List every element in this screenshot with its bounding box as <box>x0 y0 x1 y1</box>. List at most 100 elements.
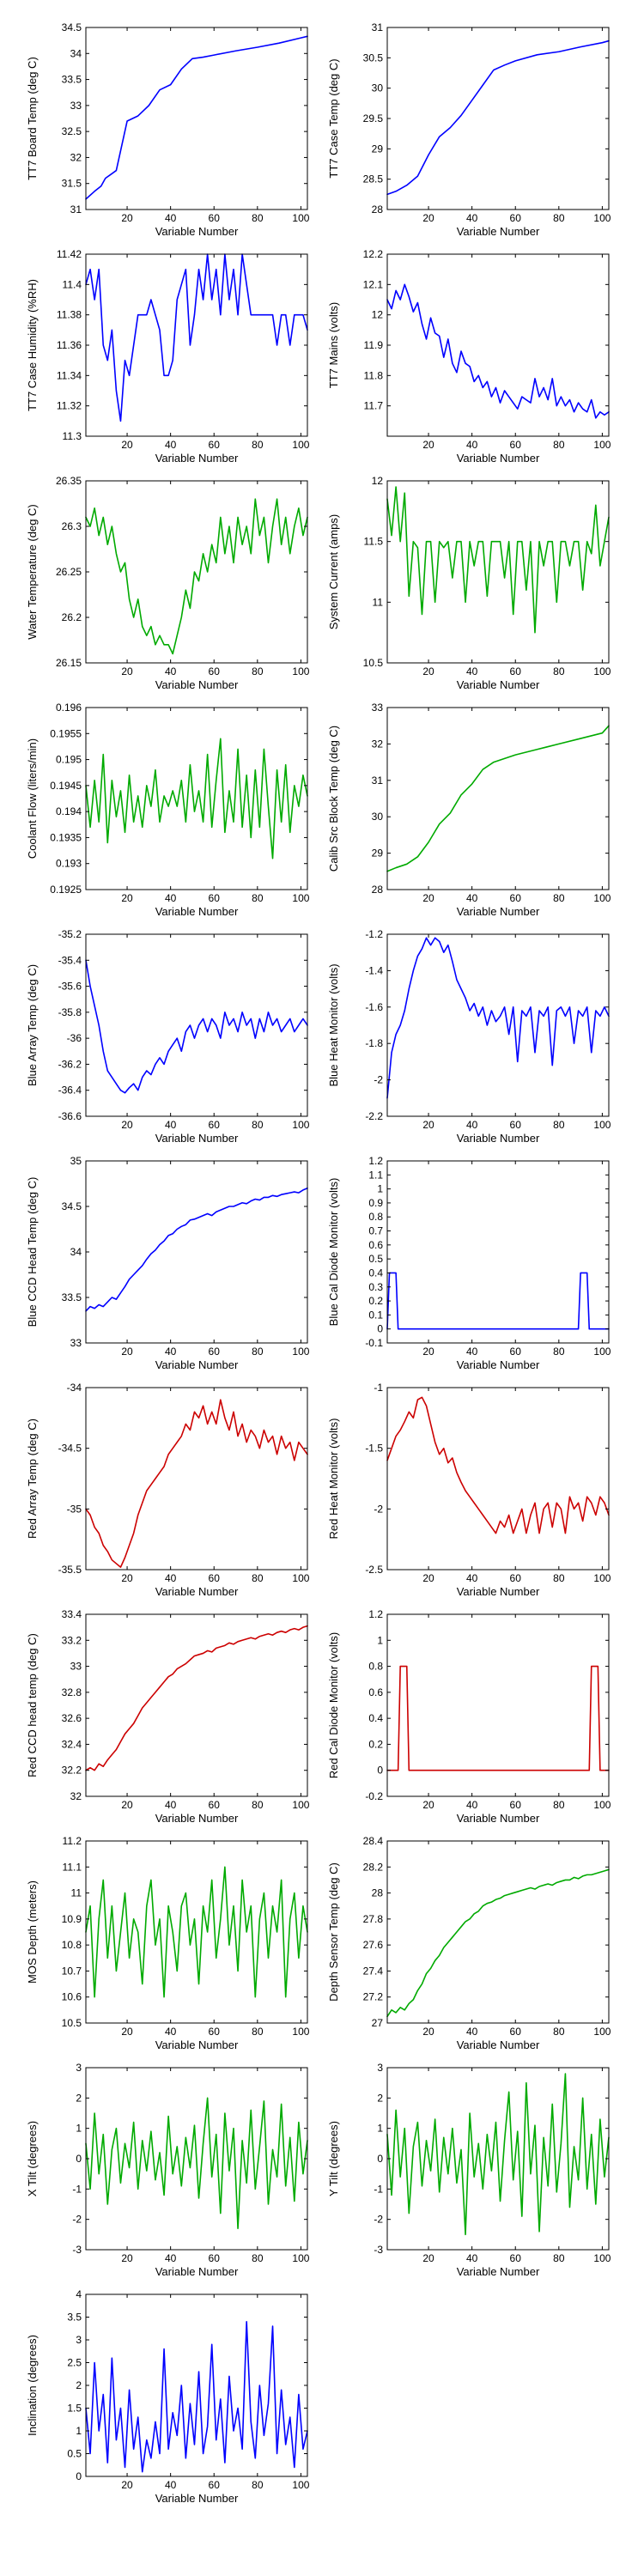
y-tick-label: -2.5 <box>365 1564 383 1576</box>
x-tick-label: 100 <box>593 892 611 904</box>
y-tick-label: 0.4 <box>368 1267 383 1279</box>
y-axis-label: TT7 Case Temp (deg C) <box>327 58 340 178</box>
y-tick-label: 32.5 <box>62 125 82 137</box>
y-tick-label: 0.1955 <box>50 727 82 739</box>
y-tick-label: -36.4 <box>58 1084 82 1097</box>
y-tick-label: 32 <box>372 738 384 750</box>
x-tick-label: 40 <box>165 1799 177 1811</box>
y-tick-label: 1 <box>377 1634 383 1646</box>
chart-panel: 20 40 60 80 100 32 32.2 32.4 32.6 32.8 33 33.2 33.4 V… <box>26 1608 310 1825</box>
x-tick-label: 100 <box>292 1572 309 1584</box>
x-tick-label: 60 <box>209 1346 221 1358</box>
y-tick-label: 3.5 <box>67 2312 82 2324</box>
y-tick-label: 11.2 <box>63 1835 82 1847</box>
y-tick-label: 10.6 <box>62 1991 82 2003</box>
y-tick-label: 3 <box>377 2062 383 2074</box>
x-tick-label: 60 <box>510 1119 522 1131</box>
x-tick-label: 20 <box>121 1346 133 1358</box>
x-tick-label: 40 <box>466 665 478 677</box>
y-axis-label: MOS Depth (meters) <box>26 1880 39 1984</box>
y-axis-label: Blue CCD Head Temp (deg C) <box>26 1177 39 1327</box>
x-tick-label: 40 <box>466 892 478 904</box>
x-tick-label: 20 <box>422 212 434 224</box>
x-tick-label: 20 <box>121 439 133 451</box>
x-tick-label: 20 <box>422 1799 434 1811</box>
y-tick-label: 0.1925 <box>50 884 82 896</box>
x-axis-label: Variable Number <box>457 905 540 918</box>
y-tick-label: 32.2 <box>62 1765 82 1777</box>
y-tick-label: 0.4 <box>368 1712 383 1724</box>
x-axis-label: Variable Number <box>457 2265 540 2278</box>
x-tick-label: 20 <box>422 2252 434 2264</box>
y-tick-label: 11.3 <box>63 430 82 442</box>
x-tick-label: 20 <box>422 439 434 451</box>
chart-panel: 20 40 60 80 100 26.15 26.2 26.25 26.3 26.35 Variab… <box>26 475 310 691</box>
y-axis-label: Red Heat Monitor (volts) <box>327 1419 340 1540</box>
x-tick-label: 60 <box>209 212 221 224</box>
series-line <box>85 1625 308 1771</box>
chart-panel: 20 40 60 80 100 31 31.5 32 32.5 33 33.5 34 34.5 Varia… <box>26 21 310 238</box>
y-tick-label: 0 <box>377 1323 383 1335</box>
x-axis-label: Variable Number <box>457 678 540 691</box>
axes-box <box>85 1387 308 1571</box>
series-line <box>386 725 610 872</box>
series-line <box>85 738 308 860</box>
x-tick-label: 60 <box>209 892 221 904</box>
chart-panel: 20 40 60 80 100 -2.5 -2 -1.5 -1 Variable Number Re… <box>327 1382 611 1598</box>
y-tick-label: -35.5 <box>58 1564 82 1576</box>
y-tick-label: 10.5 <box>363 657 384 669</box>
y-tick-label: 11.9 <box>364 339 384 351</box>
y-tick-label: 33 <box>372 702 384 714</box>
x-tick-label: 40 <box>165 1346 177 1358</box>
axes-box <box>85 27 308 210</box>
chart-panel: 20 40 60 80 100 11.7 11.8 11.9 12 12.1 12.2 Variabl… <box>327 248 611 465</box>
y-tick-label: 28 <box>372 884 384 896</box>
y-axis-label: Red Array Temp (deg C) <box>26 1419 39 1539</box>
x-tick-label: 40 <box>466 212 478 224</box>
y-tick-label: 33.5 <box>62 1291 82 1303</box>
axes-box <box>386 1160 610 1344</box>
y-axis-label: TT7 Board Temp (deg C) <box>26 57 39 180</box>
x-tick-label: 60 <box>510 2252 522 2264</box>
y-tick-label: 34 <box>70 1246 82 1258</box>
x-tick-label: 60 <box>209 1572 221 1584</box>
y-tick-label: 34.5 <box>62 21 82 33</box>
y-tick-label: -1 <box>72 2183 82 2195</box>
x-tick-label: 100 <box>593 665 611 677</box>
y-tick-label: 31 <box>372 21 384 33</box>
y-tick-label: -2 <box>374 1074 383 1086</box>
x-tick-label: 60 <box>510 1346 522 1358</box>
x-tick-label: 80 <box>553 212 565 224</box>
y-tick-label: 29.5 <box>363 112 384 125</box>
y-tick-label: 29 <box>372 848 384 860</box>
chart-panel: 20 40 60 80 100 -2.2 -2 -1.8 -1.6 -1.4 -1.2 Variabl… <box>327 928 611 1145</box>
y-tick-label: -2 <box>72 2214 82 2226</box>
series-line <box>386 1272 610 1330</box>
y-tick-label: 1 <box>377 1183 383 1195</box>
x-axis-label: Variable Number <box>155 1132 239 1145</box>
x-tick-label: 80 <box>252 1346 264 1358</box>
x-axis-label: Variable Number <box>155 1585 239 1598</box>
x-axis-label: Variable Number <box>155 452 239 465</box>
y-tick-label: 10.7 <box>62 1965 82 1977</box>
x-tick-label: 20 <box>422 1346 434 1358</box>
chart-panel: 20 40 60 80 100 -3 -2 -1 0 1 2 3 Variable Number X Ti… <box>26 2062 310 2278</box>
axes-box <box>386 1840 610 2024</box>
x-tick-label: 20 <box>121 2479 133 2491</box>
axes-box <box>85 1160 308 1344</box>
y-tick-label: 11 <box>71 1887 82 1899</box>
x-axis-label: Variable Number <box>457 1132 540 1145</box>
y-tick-label: 11.34 <box>57 369 82 381</box>
chart-panel: 20 40 60 80 100 10.5 11 11.5 12 Variable Number Sy… <box>327 475 611 691</box>
x-tick-label: 80 <box>252 2026 264 2038</box>
y-tick-label: -1.5 <box>365 1443 383 1455</box>
y-axis-label: Inclination (degrees) <box>26 2335 39 2436</box>
x-tick-label: 100 <box>292 2252 309 2264</box>
x-tick-label: 80 <box>553 439 565 451</box>
x-tick-label: 20 <box>121 2252 133 2264</box>
x-axis-label: Variable Number <box>155 678 239 691</box>
y-tick-label: 28 <box>372 1887 384 1899</box>
axes-box <box>85 933 308 1117</box>
x-tick-label: 20 <box>121 212 133 224</box>
y-tick-label: -1.8 <box>365 1037 383 1049</box>
